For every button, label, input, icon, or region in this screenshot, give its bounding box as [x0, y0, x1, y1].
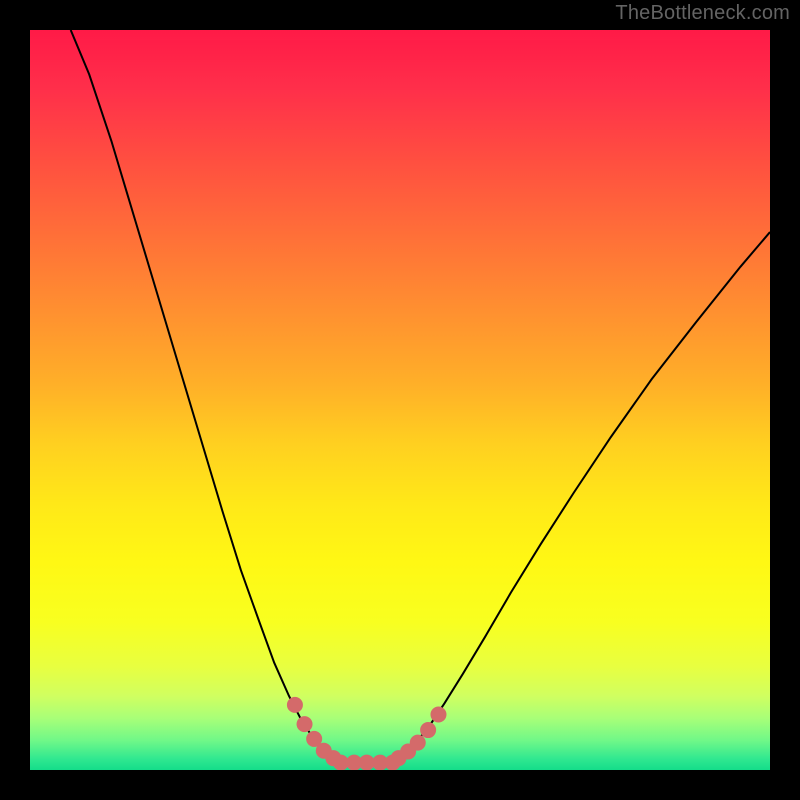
optimum-marker	[410, 735, 426, 751]
optimum-marker	[287, 697, 303, 713]
optimum-marker	[420, 722, 436, 738]
optimum-marker-group	[287, 697, 447, 770]
watermark-text: TheBottleneck.com	[615, 2, 790, 25]
optimum-marker	[297, 716, 313, 732]
curve-layer	[30, 30, 770, 770]
plot-area	[30, 30, 770, 770]
bottleneck-curve	[71, 30, 770, 763]
optimum-marker	[430, 707, 446, 723]
